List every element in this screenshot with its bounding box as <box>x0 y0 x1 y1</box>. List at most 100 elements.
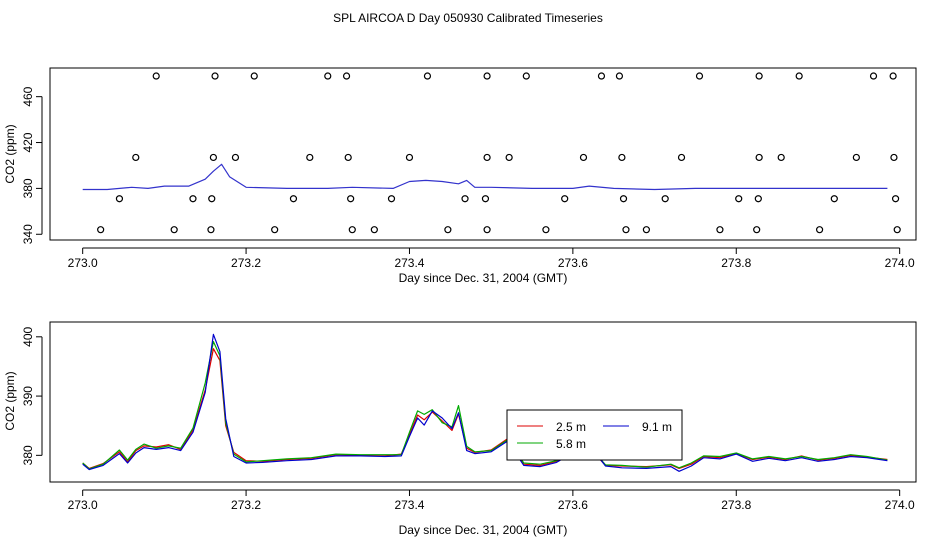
calibration-point <box>344 153 352 162</box>
top-axes: 273.0 273.2 273.4 273.6 273.8 274.0 340 380 420 4… <box>21 86 915 270</box>
calibration-point <box>891 195 900 203</box>
calibration-point <box>889 72 897 80</box>
calibration-point <box>152 72 160 80</box>
calibration-point <box>795 72 803 80</box>
top-series-lines <box>82 163 888 191</box>
calibration-point <box>753 226 761 234</box>
bottom-x-tick-label: 273.0 <box>68 498 98 512</box>
calibration-point <box>324 72 332 80</box>
bottom-x-tick-label: 273.4 <box>394 498 424 512</box>
series-line-2.5m <box>82 348 888 469</box>
legend-label-2.5m: 2.5 m <box>556 420 586 434</box>
calibration-point <box>890 153 898 162</box>
calibration-point <box>387 195 396 203</box>
top-x-tick-label: 273.2 <box>231 256 261 270</box>
calibration-point <box>132 153 140 162</box>
calibration-point <box>695 72 704 80</box>
bottom-panel: 273.0 273.2 273.4 273.6 273.8 274.0380390400 … <box>3 321 917 537</box>
top-x-tick-label: 273.0 <box>68 256 98 270</box>
legend-label-9.1m: 9.1 m <box>642 420 672 434</box>
calibration-point <box>207 226 215 234</box>
top-x-tick-label: 273.8 <box>721 256 751 270</box>
calibration-point <box>716 226 724 234</box>
calibration-point <box>483 226 491 234</box>
calibration-point <box>815 226 824 234</box>
bottom-y-tick-label: 380 <box>21 445 35 465</box>
calibration-point <box>622 226 630 234</box>
calibration-point <box>348 226 356 234</box>
calibration-point <box>483 72 491 80</box>
calibration-point <box>755 153 763 162</box>
calibration-point <box>211 72 219 80</box>
top-x-tick-label: 273.4 <box>394 256 424 270</box>
calibration-point <box>597 72 606 80</box>
calibration-point <box>115 195 124 203</box>
calibration-point <box>618 153 626 162</box>
calibration-point <box>619 195 628 203</box>
bottom-x-tick-label: 273.8 <box>721 498 751 512</box>
top-series-line <box>82 163 888 191</box>
calibration-point <box>642 226 650 234</box>
bottom-y-tick-label: 390 <box>21 386 35 406</box>
bottom-series-lines <box>82 333 888 472</box>
calibration-point <box>271 226 279 234</box>
legend-label-5.8m: 5.8 m <box>556 437 586 451</box>
chart-title: SPL AIRCOA D Day 050930 Calibrated Times… <box>333 11 603 25</box>
bottom-y-tick-label: 400 <box>21 326 35 346</box>
calibration-point <box>735 195 743 203</box>
bottom-plot-frame <box>49 321 917 483</box>
calibration-point <box>615 72 624 80</box>
calibration-point <box>170 226 178 234</box>
calibration-point <box>250 72 258 80</box>
top-x-axis-label: Day since Dec. 31, 2004 (GMT) <box>399 271 568 285</box>
series-line-5.8m <box>82 341 888 470</box>
calibration-point <box>869 72 878 80</box>
calibration-point <box>579 153 588 162</box>
calibration-point <box>347 195 355 203</box>
bottom-x-tick-label: 273.6 <box>558 498 588 512</box>
bottom-x-tick-label: 274.0 <box>885 498 915 512</box>
calibration-point <box>461 195 469 203</box>
legend: 2.5 m 5.8 m 9.1 m <box>506 409 683 461</box>
bottom-x-axis-label: Day since Dec. 31, 2004 (GMT) <box>399 523 568 537</box>
top-calibration-points <box>97 72 901 234</box>
calibration-point <box>754 195 762 203</box>
top-y-axis-label: CO2 (ppm) <box>3 124 17 183</box>
calibration-point <box>342 72 351 80</box>
calibration-point <box>423 72 432 80</box>
top-x-tick-label: 274.0 <box>885 256 915 270</box>
calibration-point <box>893 226 901 234</box>
calibration-point <box>777 153 785 162</box>
calibration-point <box>370 226 378 234</box>
calibration-point <box>289 195 298 203</box>
calibration-point <box>661 195 669 203</box>
calibration-point <box>852 153 860 162</box>
calibration-point <box>481 195 490 203</box>
calibration-point <box>189 195 197 203</box>
top-y-tick-label: 380 <box>21 178 35 198</box>
calibration-point <box>209 153 217 162</box>
calibration-point <box>542 226 550 234</box>
calibration-point <box>444 226 452 234</box>
calibration-point <box>231 153 240 162</box>
bottom-x-tick-label: 273.2 <box>231 498 261 512</box>
top-x-tick-label: 273.6 <box>558 256 588 270</box>
calibration-point <box>97 226 105 234</box>
top-y-tick-label: 340 <box>21 224 35 244</box>
calibration-point <box>483 153 491 162</box>
calibration-point <box>755 72 763 80</box>
calibration-point <box>561 195 569 203</box>
top-plot-frame <box>49 67 917 241</box>
top-y-tick-label: 420 <box>21 132 35 152</box>
bottom-y-axis-label: CO2 (ppm) <box>3 371 17 430</box>
calibration-point <box>306 153 314 162</box>
calibration-point <box>677 153 686 162</box>
bottom-axes: 273.0 273.2 273.4 273.6 273.8 274.0 380 390 400 <box>21 326 915 512</box>
calibration-point <box>522 72 530 80</box>
series-line-9.1m <box>82 333 888 472</box>
legend-box <box>506 409 683 461</box>
top-y-tick-label: 460 <box>21 86 35 106</box>
calibration-point <box>208 195 216 203</box>
top-panel: 273.0 273.2 273.4 273.6 273.8 274.0 340 380 420 4… <box>3 67 917 285</box>
